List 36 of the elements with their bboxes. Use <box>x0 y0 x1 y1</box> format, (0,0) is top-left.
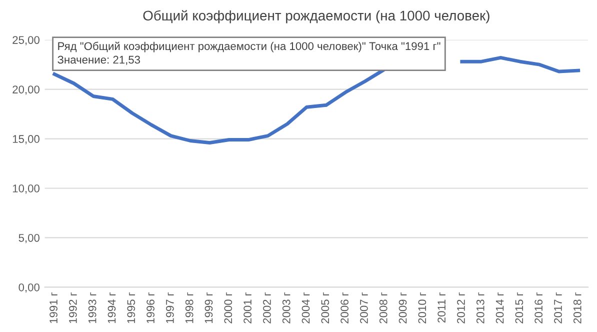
x-tick-label: 2009 г <box>398 292 407 324</box>
x-tick-label: 2010 г <box>418 292 426 324</box>
x-tick-label: 2015 г <box>515 292 524 324</box>
x-tick-label: 2000 г <box>224 292 232 324</box>
x-tick-label: 2018 г <box>573 292 582 324</box>
x-tick-label: 2008 г <box>379 292 388 324</box>
y-tick-label: 25,00 <box>12 36 40 46</box>
x-tick-label: 2017 г <box>554 292 562 324</box>
x-tick-label: 1998 г <box>185 292 194 324</box>
x-tick-label: 2001 г <box>244 292 252 324</box>
x-tick-label: 2002 г <box>263 292 271 324</box>
y-tick-label: 5,00 <box>18 234 40 244</box>
x-tick-label: 1996 г <box>146 292 154 324</box>
y-tick-label: 10,00 <box>12 184 40 194</box>
annotation: Ряд "Общий коэффициент рождаемости (на 1000 человек)" Точка "1991 г" Значение: 21,53 <box>58 42 440 65</box>
x-tick-label: 2006 г <box>340 292 348 324</box>
x-tick-label: 2007 г <box>360 292 368 324</box>
x-tick-label: 1991 г <box>50 292 58 324</box>
x-tick-label: 2011 г <box>438 292 446 323</box>
y-tick-label: 0,00 <box>18 283 40 293</box>
x-tick-label: 1993 г <box>88 292 96 324</box>
x-tick-label: 2016 г <box>534 292 543 324</box>
x-tick-label: 1994 г <box>108 292 116 324</box>
y-tick-label: 15,00 <box>12 135 40 144</box>
y-tick-label: 20,00 <box>12 86 40 95</box>
x-tick-label: 2005 г <box>321 292 330 324</box>
chart-title: Общий коэффициент рождаемости (на 1000 человек) <box>143 10 490 24</box>
x-tick-label: 1995 г <box>127 292 136 324</box>
x-tick-label: 1992 г <box>68 292 77 324</box>
x-tick-label: 1997 г <box>166 292 174 324</box>
x-tick-label: 2004 г <box>302 292 310 324</box>
x-tick-label: 2014 г <box>496 292 504 324</box>
x-tick-label: 2012 г <box>457 292 465 324</box>
x-tick-label: 1999 г <box>204 292 213 324</box>
x-tick-label: 2013 г <box>476 292 484 324</box>
x-tick-label: 2003 г <box>282 292 290 324</box>
